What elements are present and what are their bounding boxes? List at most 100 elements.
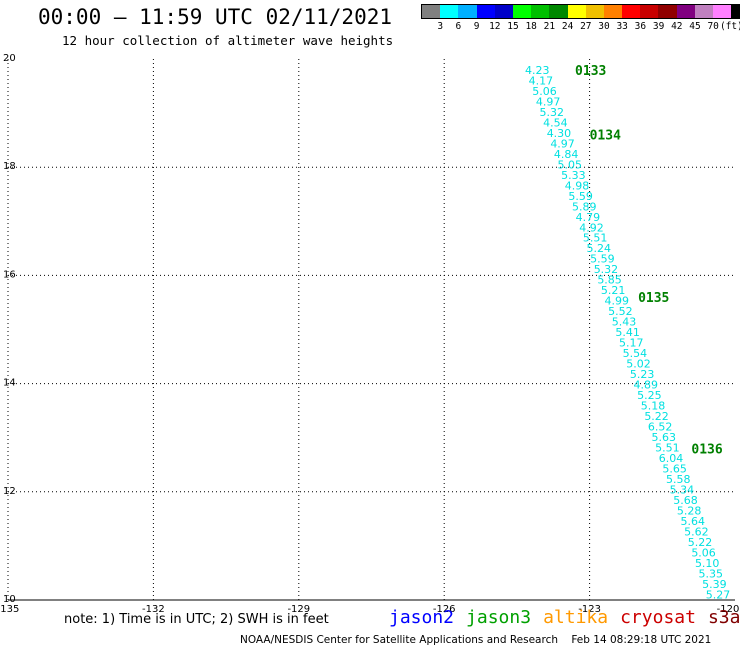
color-scale-label: 45 [689, 21, 701, 32]
color-swatch [440, 5, 459, 18]
wave-height-value: 6.04 [659, 452, 684, 465]
legend-cryosat: cryosat [620, 607, 696, 628]
color-swatch [713, 5, 732, 18]
color-swatch [476, 5, 495, 18]
wave-height-value: 4.84 [554, 148, 579, 161]
color-scale-label: 30 [598, 21, 610, 32]
wave-height-value: 4.54 [543, 116, 568, 129]
wave-height-value: 5.65 [662, 463, 687, 476]
wave-height-value: 5.63 [652, 431, 677, 444]
color-swatch [549, 5, 568, 18]
wave-height-value: 5.51 [655, 442, 680, 455]
latitude-label: 10 [3, 594, 16, 605]
color-scale-label: 27 [580, 21, 592, 32]
wave-height-value: 5.17 [619, 337, 644, 350]
wave-height-value: 5.52 [608, 305, 633, 318]
wave-height-value: 4.97 [550, 137, 575, 150]
wave-height-value: 6.52 [648, 421, 673, 434]
legend-s3a: s3a [707, 607, 740, 628]
color-swatch [567, 5, 586, 18]
longitude-label: -126 [433, 604, 456, 615]
wave-height-value: 5.24 [586, 242, 611, 255]
wave-height-value: 5.32 [594, 263, 619, 276]
color-scale-label: 21 [543, 21, 556, 32]
pass-number-label: 0136 [691, 443, 722, 458]
color-scale-label: 6 [455, 21, 462, 32]
wave-height-value: 5.02 [626, 358, 651, 371]
wave-height-value: 5.06 [691, 547, 716, 560]
wave-height-value: 5.21 [601, 284, 626, 297]
color-scale-label: (ft) [719, 21, 740, 32]
wave-height-value: 4.98 [565, 179, 590, 192]
wave-height-value: 4.17 [529, 74, 554, 87]
latitude-label: 20 [3, 53, 16, 64]
wave-height-value: 5.34 [670, 484, 695, 497]
longitude-label: -135 [0, 604, 19, 615]
color-swatch [603, 5, 623, 18]
wave-height-value: 5.35 [699, 568, 724, 581]
wave-height-value: 4.23 [525, 64, 550, 77]
color-scale-label: 36 [634, 21, 647, 32]
color-scale-label: 3 [437, 21, 444, 32]
color-scale-bar [421, 4, 740, 19]
wave-height-value: 5.59 [568, 190, 593, 203]
color-scale-label: 33 [616, 21, 628, 32]
wave-height-value: 5.22 [688, 536, 713, 549]
wave-height-value: 5.28 [677, 505, 702, 518]
wave-height-value: 5.25 [637, 389, 662, 402]
legend-jason2: jason2 [389, 607, 455, 628]
wave-height-value: 5.59 [590, 253, 615, 266]
wave-height-value: 5.23 [630, 368, 655, 381]
latitude-label: 14 [3, 378, 16, 389]
color-swatch [494, 5, 513, 18]
wave-height-value: 4.99 [605, 295, 630, 308]
longitude-label: -132 [142, 604, 165, 615]
color-swatch [658, 5, 677, 18]
wave-height-value: 5.85 [597, 274, 622, 287]
wave-height-value: 4.30 [547, 127, 572, 140]
wave-height-value: 4.92 [579, 221, 604, 234]
longitude-labels: -135 -132 -129 -126 -123 -120 [0, 604, 739, 615]
pass-number-label: 0133 [575, 64, 606, 79]
color-scale-label: 12 [489, 21, 501, 32]
wave-height-value: 5.58 [666, 473, 691, 486]
plot-subtitle: 12 hour collection of altimeter wave hei… [62, 33, 394, 48]
color-scale-label: 18 [525, 21, 537, 32]
legend-jason3: jason3 [466, 607, 532, 628]
latitude-label: 18 [3, 161, 16, 172]
color-scale-label: 24 [561, 21, 574, 32]
wave-height-value: 5.54 [623, 347, 648, 360]
color-swatch [585, 5, 604, 18]
wave-height-value: 5.05 [558, 158, 583, 171]
wave-height-value: 5.27 [706, 589, 731, 602]
color-swatch [731, 5, 740, 18]
color-scale-label: 39 [652, 21, 665, 32]
credit-line: NOAA/NESDIS Center for Satellite Applica… [240, 634, 712, 646]
color-scale-label: 42 [671, 21, 683, 32]
latitude-label: 16 [3, 269, 16, 280]
color-swatch [622, 5, 641, 18]
wave-height-value: 5.51 [583, 232, 608, 245]
units-note: note: 1) Time is in UTC; 2) SWH is in fe… [64, 612, 329, 627]
color-scale-label: 70 [707, 21, 719, 32]
wave-height-value: 5.41 [615, 326, 640, 339]
pass-labels: 0133 0134 0135 0136 [575, 64, 723, 458]
wave-height-value: 5.33 [561, 169, 586, 182]
color-swatch [640, 5, 659, 18]
wave-height-value: 5.32 [539, 106, 564, 119]
wave-height-value: 5.89 [572, 200, 597, 213]
color-swatch [458, 5, 477, 18]
legend-altika: altika [543, 607, 609, 628]
color-scale-label: 15 [507, 21, 519, 32]
wave-height-value: 4.97 [536, 95, 561, 108]
wave-height-value: 5.64 [680, 515, 705, 528]
latitude-labels: 20 18 16 14 12 10 [3, 53, 16, 605]
wave-height-value: 5.62 [684, 526, 709, 539]
color-swatch [694, 5, 713, 18]
color-swatch [531, 5, 550, 18]
wave-height-track: 4.234.175.064.975.324.544.304.974.845.05… [525, 64, 730, 602]
wave-height-value: 5.06 [532, 85, 557, 98]
wave-height-value: 4.79 [576, 211, 601, 224]
longitude-label: -120 [717, 604, 740, 615]
